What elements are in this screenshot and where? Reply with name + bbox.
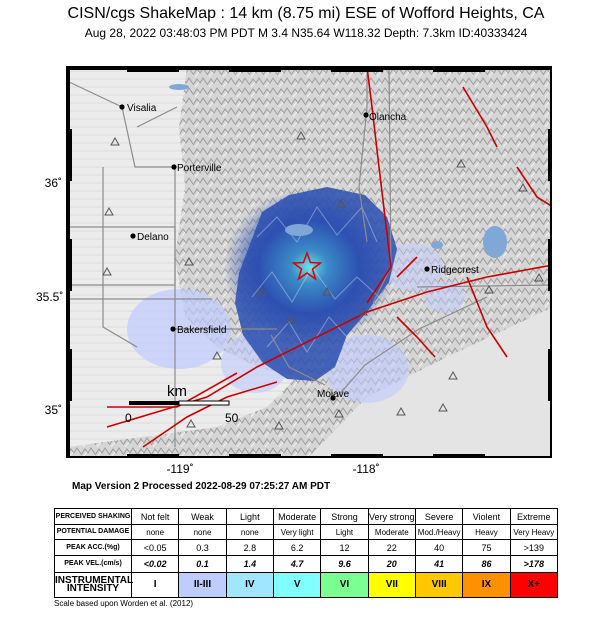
intensity-swatch: IV: [225, 571, 274, 599]
legend-cell: Severe: [414, 507, 464, 526]
legend-cell: >139: [509, 539, 559, 557]
legend-cell: 0.3: [178, 539, 227, 557]
scale-bar: km 0 50: [125, 383, 239, 425]
city-label-visalia: Visalia: [127, 103, 157, 114]
legend-cell: 86: [462, 555, 511, 573]
roads: [67, 67, 551, 447]
intensity-swatch: I: [130, 571, 180, 599]
city-label-bakersfield: Bakersfield: [177, 325, 226, 336]
mojave-desert: [308, 307, 551, 457]
faults: [106, 67, 551, 448]
epicenter-star-icon[interactable]: [291, 250, 323, 281]
latitude-label: 35.5˚: [36, 290, 64, 304]
legend-cell: 1.4: [225, 555, 274, 573]
longitude-label: -119˚: [166, 462, 194, 476]
intensity-swatch: X+: [509, 571, 559, 599]
legend-cell: 40: [414, 539, 464, 557]
central-valley: [67, 67, 297, 447]
map-canvas: Visalia Olancha Porterville Delano Ridge…: [67, 67, 551, 457]
legend-cell: Moderate: [272, 507, 322, 526]
legend-cell: 4.7: [272, 555, 322, 573]
map-title: CISN/cgs ShakeMap : 14 km (8.75 mi) ESE …: [67, 5, 545, 22]
legend-header-intensity: INSTRUMENTAL INTENSITY: [54, 571, 133, 599]
legend-cell: Violent: [462, 507, 511, 526]
legend-cell: Heavy: [462, 524, 511, 541]
legend-cell: >178: [509, 555, 559, 573]
legend-cell: Extreme: [509, 507, 559, 526]
legend-cell: 22: [367, 539, 416, 557]
city-label-ridgecrest: Ridgecrest: [431, 265, 479, 276]
legend-cell: Very Heavy: [509, 524, 559, 541]
scale-attribution: Scale based upon Worden et al. (2012): [54, 599, 194, 608]
legend-row-intensity: INSTRUMENTAL INTENSITY I II-III IV V VI …: [54, 571, 559, 599]
legend-row-shaking: PERCEIVED SHAKING Not felt Weak Light Mo…: [54, 507, 559, 526]
station-icons: [102, 130, 544, 430]
legend-header-damage: POTENTIAL DAMAGE: [54, 524, 132, 541]
legend-row-vel: PEAK VEL.(cm/s) <0.02 0.1 1.4 4.7 9.6 20…: [54, 555, 559, 573]
legend-cell: Weak: [178, 507, 227, 526]
city-label-olancha: Olancha: [369, 112, 407, 123]
strongest-shaking-zone: [224, 189, 394, 345]
legend-cell: <0.02: [130, 555, 180, 573]
legend-row-acc: PEAK ACC.(%g) <0.05 0.3 2.8 6.2 12 22 40…: [54, 539, 559, 557]
legend-cell: Very strong: [367, 507, 416, 526]
legend-cell: Moderate: [367, 524, 416, 541]
lakes: [169, 84, 507, 258]
shakemap[interactable]: Visalia Olancha Porterville Delano Ridge…: [66, 66, 552, 458]
map-border-ticks: [67, 67, 551, 457]
intensity-swatch: VI: [320, 571, 369, 599]
legend-cell: none: [178, 524, 227, 541]
intensity-swatch: II-III: [178, 571, 227, 599]
legend-cell: 2.8: [225, 539, 274, 557]
scale-bar-unit: km: [167, 383, 187, 400]
intensity-swatch: V: [272, 571, 322, 599]
intensity-swatch: IX: [462, 571, 511, 599]
legend-cell: none: [130, 524, 180, 541]
intensity-swatch: VIII: [414, 571, 464, 599]
legend-cell: Not felt: [130, 507, 180, 526]
legend-cell: none: [225, 524, 274, 541]
longitude-label: -118˚: [352, 462, 380, 476]
latitude-label: 36˚: [44, 176, 62, 190]
weak-shaking-zone: [425, 281, 465, 313]
legend-cell: Light: [320, 524, 369, 541]
city-label-porterville: Porterville: [177, 163, 222, 174]
scale-bar-start: 0: [125, 411, 132, 425]
legend-cell: Mod./Heavy: [414, 524, 464, 541]
processed-timestamp: Map Version 2 Processed 2022-08-29 07:25…: [72, 481, 331, 492]
legend-cell: 20: [367, 555, 416, 573]
legend-cell: <0.05: [130, 539, 180, 557]
intensity-swatch: VII: [367, 571, 416, 599]
weak-shaking-zone: [383, 243, 443, 291]
legend-cell: 41: [414, 555, 464, 573]
latitude-label: 35˚: [44, 403, 62, 417]
event-details: Aug 28, 2022 03:48:03 PM PDT M 3.4 N35.6…: [84, 26, 528, 40]
legend-header-vel: PEAK VEL.(cm/s): [54, 555, 132, 573]
legend-cell: Strong: [320, 507, 369, 526]
city-label-delano: Delano: [137, 232, 169, 243]
legend-cell: 6.2: [272, 539, 322, 557]
intensity-legend-table: PERCEIVED SHAKING Not felt Weak Light Mo…: [54, 507, 559, 599]
scale-bar-end: 50: [225, 411, 239, 425]
legend-cell: 9.6: [320, 555, 369, 573]
city-dots: [119, 104, 430, 401]
legend-row-damage: POTENTIAL DAMAGE none none none Very lig…: [54, 524, 559, 541]
legend-cell: 12: [320, 539, 369, 557]
city-label-mojave: Mojave: [317, 389, 350, 400]
legend-header-shaking: PERCEIVED SHAKING: [54, 507, 132, 526]
legend-cell: Light: [225, 507, 274, 526]
legend-cell: Very light: [272, 524, 322, 541]
legend-cell: 0.1: [178, 555, 227, 573]
legend-header-acc: PEAK ACC.(%g): [54, 539, 132, 557]
legend-cell: 75: [462, 539, 511, 557]
